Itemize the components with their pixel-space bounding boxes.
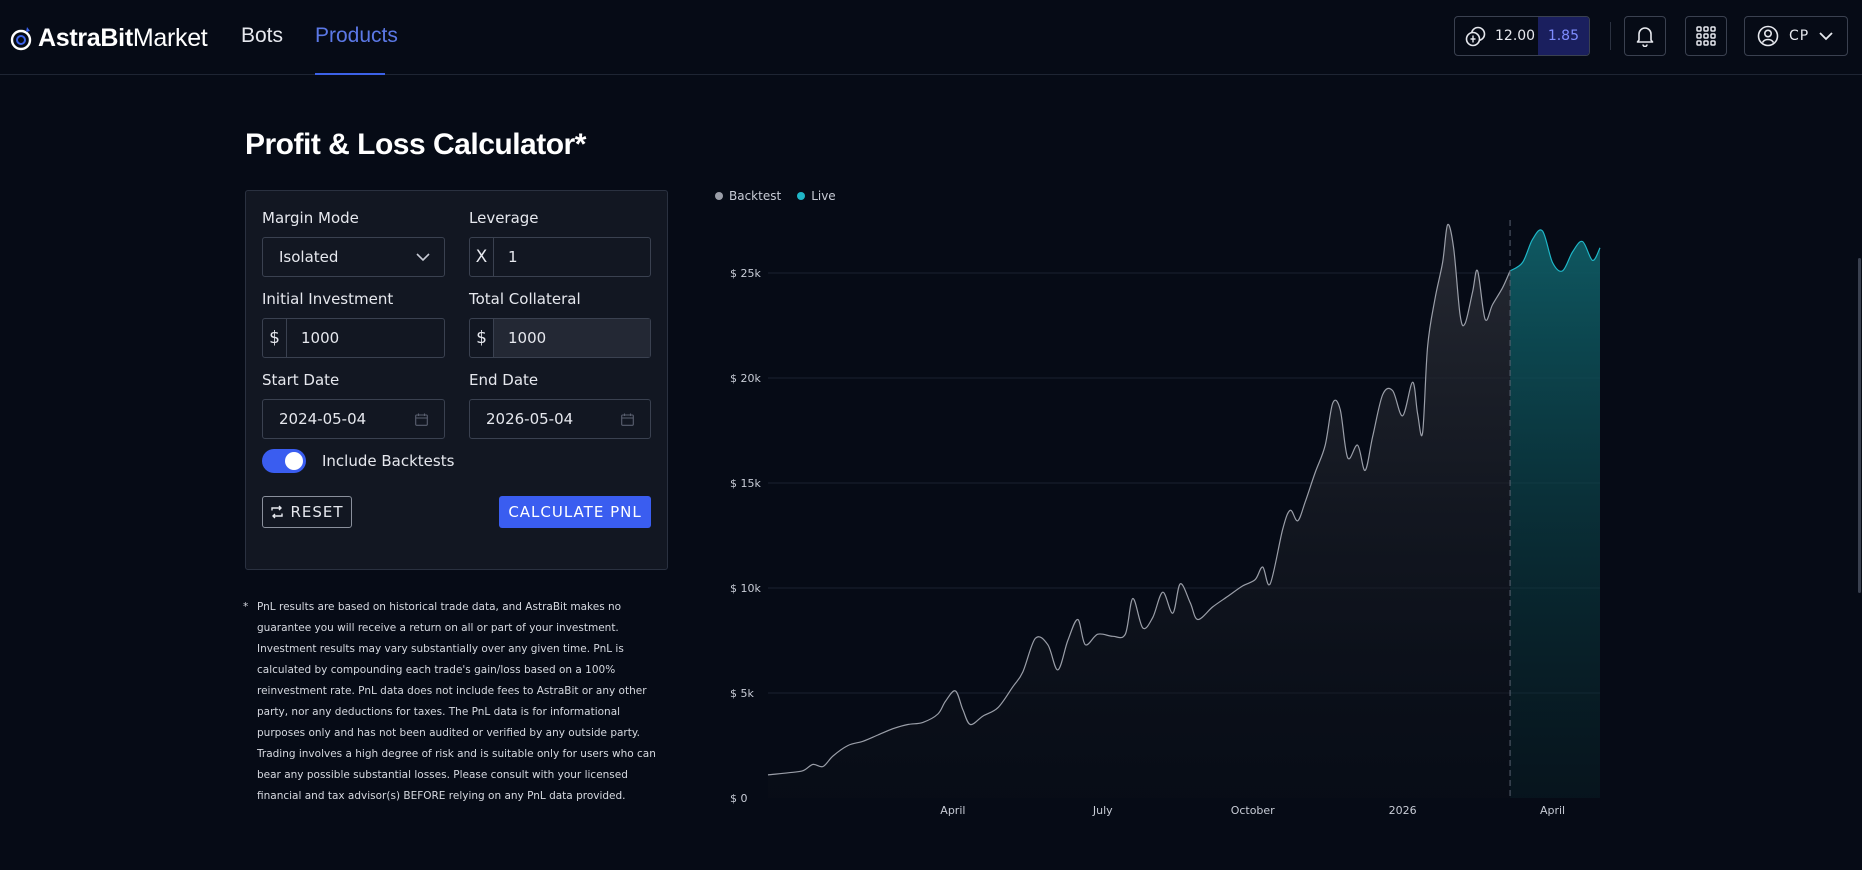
margin-mode-value: Isolated — [279, 248, 339, 266]
nav-active-indicator — [315, 73, 385, 75]
start-date-value: 2024-05-04 — [279, 410, 367, 428]
leverage-input[interactable]: X 1 — [469, 237, 651, 277]
y-tick-label: $ 15k — [730, 477, 761, 490]
x-tick-label: April — [1540, 804, 1565, 817]
chart-legend: Backtest Live — [715, 189, 836, 203]
initial-investment-input[interactable]: $ 1000 — [262, 318, 445, 358]
end-date-input[interactable]: 2026-05-04 — [469, 399, 651, 439]
toggle-knob — [285, 452, 303, 470]
y-tick-label: $ 0 — [730, 792, 748, 805]
reset-button[interactable]: RESET — [262, 496, 352, 528]
page-title: Profit & Loss Calculator* — [245, 128, 586, 161]
total-collateral-prefix: $ — [470, 319, 494, 357]
refresh-icon — [271, 505, 284, 519]
top-header: AstraBitMarket Bots Products 12.00 1.85 — [0, 0, 1862, 75]
apps-menu-button[interactable] — [1685, 16, 1727, 56]
apps-grid-icon — [1696, 26, 1716, 46]
x-tick-label: 2026 — [1389, 804, 1417, 817]
series-line-live — [1509, 229, 1601, 272]
wallet-value: 12.00 — [1495, 28, 1536, 44]
y-tick-label: $ 20k — [730, 372, 761, 385]
legend-dot-backtest — [715, 192, 723, 200]
bell-icon — [1636, 27, 1654, 47]
nav-bots[interactable]: Bots — [241, 24, 284, 47]
end-date-label: End Date — [469, 371, 539, 389]
series-area-backtest — [768, 224, 1511, 798]
reset-label: RESET — [290, 503, 344, 521]
pnl-chart: $ 0 $ 5k $ 10k $ 15k $ 20k $ 25k April July Octo… — [730, 220, 1601, 817]
total-collateral-value: 1000 — [508, 329, 547, 347]
include-backtests-label: Include Backtests — [322, 452, 455, 470]
legend-dot-live — [797, 192, 806, 200]
wallet-balance[interactable]: 12.00 1.85 — [1454, 16, 1590, 56]
total-collateral-label: Total Collateral — [469, 290, 581, 308]
y-tick-label: $ 25k — [730, 267, 761, 280]
legend-item-live[interactable]: Live — [797, 189, 836, 203]
total-collateral-input: $ 1000 — [469, 318, 651, 358]
initial-investment-value: 1000 — [301, 329, 340, 347]
calculator-form: Margin Mode Isolated Leverage X 1 Initia… — [245, 190, 668, 570]
user-icon — [1757, 25, 1779, 47]
calendar-icon — [415, 413, 428, 426]
series-area-live — [1510, 229, 1600, 798]
include-backtests-toggle[interactable] — [262, 449, 306, 473]
leverage-value: 1 — [508, 248, 518, 266]
coins-icon — [1465, 26, 1486, 47]
start-date-input[interactable]: 2024-05-04 — [262, 399, 445, 439]
leverage-label: Leverage — [469, 209, 539, 227]
legend-label-backtest: Backtest — [729, 189, 782, 203]
header-divider — [1610, 22, 1611, 50]
notifications-button[interactable] — [1624, 16, 1666, 56]
logo-icon — [10, 27, 32, 51]
initial-investment-prefix: $ — [263, 319, 287, 357]
chevron-down-icon — [416, 252, 430, 261]
margin-mode-label: Margin Mode — [262, 209, 359, 227]
disclaimer-bullet: * — [243, 601, 249, 613]
wallet-badge: 1.85 — [1537, 17, 1589, 55]
user-initials: CP — [1789, 28, 1810, 44]
logo-text: AstraBitMarket — [38, 23, 208, 52]
initial-investment-label: Initial Investment — [262, 290, 394, 308]
page-scrollbar[interactable] — [1858, 258, 1861, 593]
disclaimer-text: PnL results are based on historical trad… — [257, 601, 656, 802]
nav-products[interactable]: Products — [315, 24, 398, 47]
x-tick-label: April — [940, 804, 965, 817]
x-tick-label: October — [1231, 804, 1275, 817]
calendar-icon — [621, 413, 634, 426]
legend-label-live: Live — [811, 189, 836, 203]
y-tick-label: $ 10k — [730, 582, 761, 595]
y-tick-label: $ 5k — [730, 687, 754, 700]
app-logo[interactable]: AstraBitMarket — [8, 20, 208, 56]
leverage-prefix: X — [470, 238, 494, 276]
x-tick-label: July — [1092, 804, 1113, 817]
disclaimer: * PnL results are based on historical tr… — [243, 597, 668, 807]
start-date-label: Start Date — [262, 371, 340, 389]
end-date-value: 2026-05-04 — [486, 410, 574, 428]
calculate-pnl-button[interactable]: CALCULATE PNL — [499, 496, 651, 528]
user-menu-button[interactable]: CP — [1744, 16, 1848, 56]
chevron-down-icon — [1819, 31, 1833, 40]
margin-mode-select[interactable]: Isolated — [262, 237, 445, 277]
series-line-backtest — [767, 223, 1511, 776]
legend-item-backtest[interactable]: Backtest — [715, 189, 781, 203]
